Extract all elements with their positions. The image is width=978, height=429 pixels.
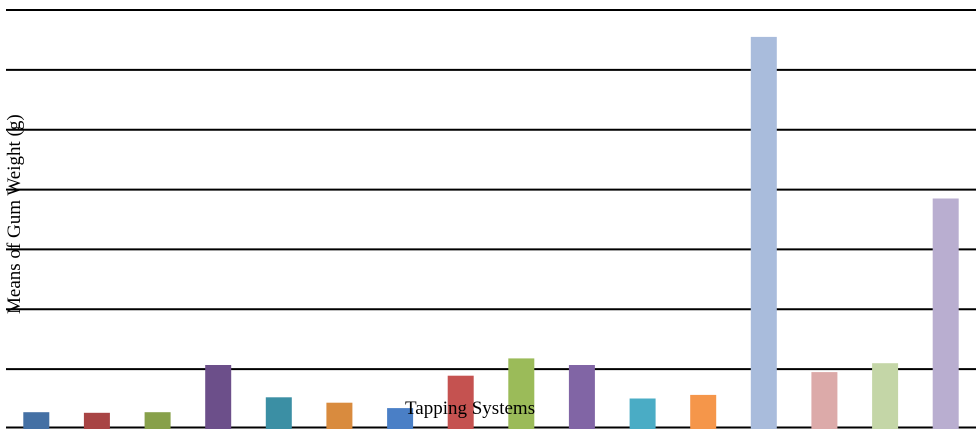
y-axis-label: Means of Gum Weight (g) xyxy=(4,114,25,315)
bar-1 xyxy=(23,412,50,429)
bar-3 xyxy=(144,412,171,429)
bars xyxy=(23,36,959,429)
bar-14 xyxy=(811,372,838,429)
bar-8 xyxy=(447,375,474,429)
x-axis-label: Tapping Systems xyxy=(405,398,536,419)
bar-7 xyxy=(387,408,414,429)
bar-5 xyxy=(265,397,292,429)
gridlines xyxy=(6,9,976,429)
bar-16 xyxy=(932,198,959,429)
bar-15 xyxy=(872,363,899,429)
bar-4 xyxy=(205,365,232,429)
bar-10 xyxy=(568,365,595,429)
bar-2 xyxy=(83,412,110,429)
bar-11 xyxy=(629,398,656,429)
bar-13 xyxy=(750,36,777,429)
bar-12 xyxy=(690,394,717,429)
bar-6 xyxy=(326,402,353,429)
bar-9 xyxy=(508,358,535,429)
